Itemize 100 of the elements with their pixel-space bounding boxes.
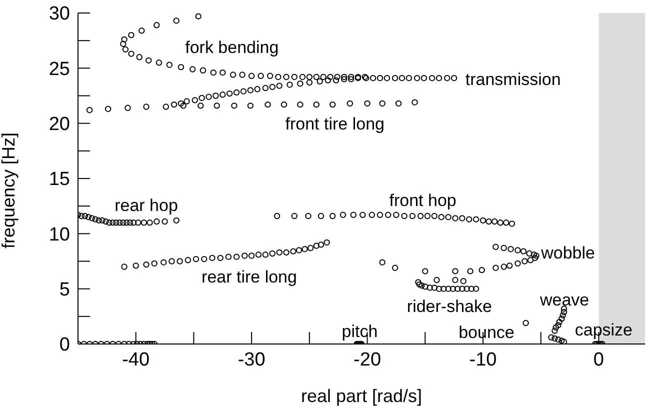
point xyxy=(128,32,134,38)
point xyxy=(220,69,226,76)
point xyxy=(466,216,472,222)
point xyxy=(154,22,160,28)
x-tick-label: -30 xyxy=(238,349,266,370)
point xyxy=(533,252,540,259)
point xyxy=(440,286,447,292)
point xyxy=(385,212,392,218)
point xyxy=(409,212,416,220)
point xyxy=(106,220,112,226)
annotation: fork bending xyxy=(185,38,279,58)
point xyxy=(264,101,271,108)
point xyxy=(266,72,274,79)
point xyxy=(324,239,330,246)
point xyxy=(291,74,298,80)
point xyxy=(209,254,216,262)
point xyxy=(275,74,282,80)
point xyxy=(445,214,452,220)
point xyxy=(121,36,128,43)
point xyxy=(384,74,390,82)
point xyxy=(415,279,422,286)
annotation: front tire long xyxy=(285,114,385,134)
point xyxy=(184,257,192,264)
point xyxy=(467,268,474,274)
point xyxy=(329,101,336,108)
point xyxy=(332,77,340,84)
point xyxy=(418,282,425,289)
annotation: transmission xyxy=(465,70,561,90)
point xyxy=(143,261,150,268)
point xyxy=(486,218,492,225)
point xyxy=(422,268,428,274)
point xyxy=(168,258,175,264)
point xyxy=(146,220,153,226)
point xyxy=(102,218,109,225)
point xyxy=(506,262,513,269)
point xyxy=(318,212,324,220)
point xyxy=(210,69,216,76)
point xyxy=(444,74,450,82)
point xyxy=(492,244,499,250)
point xyxy=(78,212,85,220)
point xyxy=(379,100,386,107)
point xyxy=(558,316,565,322)
annotation: weave xyxy=(539,290,590,310)
point xyxy=(299,74,306,80)
point xyxy=(226,90,233,97)
point xyxy=(233,254,240,260)
point xyxy=(552,328,558,334)
point xyxy=(560,308,568,316)
point xyxy=(128,50,134,57)
annotation: rear tire long xyxy=(202,268,297,287)
point xyxy=(324,77,332,84)
point xyxy=(520,248,527,254)
point xyxy=(269,84,276,90)
point xyxy=(313,74,320,80)
point xyxy=(424,212,431,220)
point xyxy=(329,212,336,220)
point xyxy=(124,220,130,226)
point xyxy=(560,312,566,318)
point xyxy=(370,74,376,82)
point xyxy=(548,334,554,340)
point xyxy=(176,258,183,264)
point xyxy=(450,74,458,82)
point xyxy=(497,220,504,226)
point xyxy=(262,84,269,92)
point xyxy=(459,215,466,222)
point xyxy=(406,74,412,82)
point xyxy=(82,212,88,220)
point xyxy=(248,72,255,79)
point xyxy=(220,92,226,98)
annotation: bounce xyxy=(458,322,514,342)
point xyxy=(192,256,200,262)
point xyxy=(143,104,150,110)
y-tick-label: 20 xyxy=(48,114,70,136)
point xyxy=(178,100,184,107)
point xyxy=(135,220,142,226)
y-tick-label: 0 xyxy=(59,334,70,356)
point xyxy=(555,336,562,343)
point xyxy=(514,247,521,254)
point xyxy=(480,217,486,224)
point xyxy=(212,92,219,99)
point xyxy=(527,257,534,264)
point xyxy=(162,218,168,225)
point xyxy=(500,264,507,270)
point xyxy=(113,220,120,226)
point xyxy=(88,215,95,222)
point xyxy=(445,286,452,292)
point xyxy=(200,67,206,74)
point xyxy=(478,266,485,274)
point xyxy=(170,101,178,108)
point xyxy=(376,212,384,218)
annotation: wobble xyxy=(540,243,595,262)
point xyxy=(468,286,475,292)
point xyxy=(341,76,348,82)
point xyxy=(556,318,562,326)
y-tick-label: 15 xyxy=(48,169,70,190)
x-tick-label: -20 xyxy=(354,349,382,370)
point xyxy=(552,324,559,331)
point xyxy=(346,100,354,107)
point xyxy=(116,220,123,226)
point xyxy=(162,104,170,110)
